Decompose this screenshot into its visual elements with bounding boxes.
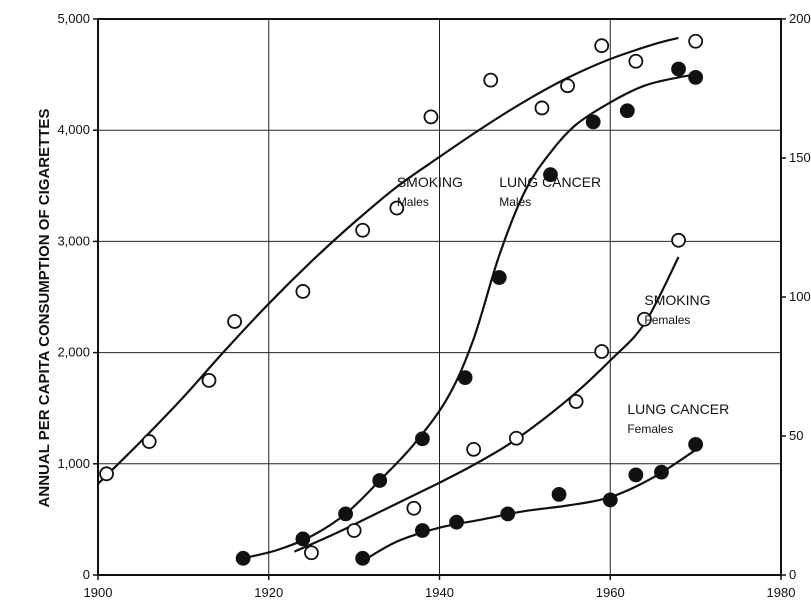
y-tick-label: 0 <box>83 567 90 582</box>
series-label: LUNG CANCER <box>499 174 601 190</box>
y-tick-label: 2,000 <box>57 345 90 360</box>
y2-tick-label: 50 <box>789 428 803 443</box>
series-0-point <box>628 53 644 69</box>
x-tick-label: 1920 <box>254 585 283 600</box>
series-label: SMOKING <box>397 174 463 190</box>
series-0-point <box>201 372 217 388</box>
series-sublabel: Females <box>627 422 673 436</box>
series-1-trend-line <box>242 73 696 560</box>
series-0-point <box>389 200 405 216</box>
series-0-point <box>483 72 499 88</box>
series-0-point <box>355 222 371 238</box>
series-2-point <box>568 394 584 409</box>
series-0-point <box>99 466 114 482</box>
series-1-point <box>671 61 686 77</box>
series-2-point <box>406 500 422 516</box>
y2-tick-label: 150 <box>789 150 811 165</box>
series-2-point <box>346 523 362 538</box>
series-label: SMOKING <box>644 292 710 308</box>
y-tick-label: 1,000 <box>57 456 90 471</box>
series-3-point <box>628 467 644 483</box>
series-3-trend-line <box>362 448 697 563</box>
series-0-point <box>594 38 610 54</box>
series-3-point <box>688 436 704 452</box>
series-1-point <box>688 69 704 85</box>
series-3-point <box>551 486 567 502</box>
series-0-point <box>227 314 243 329</box>
series-2-point <box>304 545 319 561</box>
series-1-point <box>585 114 601 130</box>
series-0-trend-line <box>97 36 679 485</box>
x-tick-label: 1980 <box>767 585 796 600</box>
series-3-point <box>355 550 371 566</box>
y2-tick-label: 200 <box>789 11 811 26</box>
series-sublabel: Females <box>644 313 690 327</box>
series-1-point <box>372 473 388 488</box>
series-2-point <box>637 311 652 327</box>
series-label: LUNG CANCER <box>627 401 729 417</box>
series-1-point <box>235 550 251 566</box>
x-tick-label: 1900 <box>84 585 113 600</box>
series-2-trend-line <box>293 256 680 553</box>
series-1-point <box>457 370 473 386</box>
y2-tick-label: 0 <box>789 567 796 582</box>
series-3-point <box>449 514 464 530</box>
y-tick-label: 4,000 <box>57 122 90 137</box>
series-0-point <box>560 78 575 94</box>
series-0-point <box>295 284 311 299</box>
series-3-point <box>500 506 516 522</box>
series-3-point <box>654 464 669 480</box>
series-2-point <box>671 232 686 248</box>
series-0-point <box>688 33 704 49</box>
x-tick-label: 1940 <box>425 585 454 600</box>
series-1-point <box>295 531 311 547</box>
series-0-point <box>141 434 157 449</box>
series-1-point <box>619 103 635 119</box>
series-1-point <box>415 431 430 447</box>
series-2-point <box>466 441 482 457</box>
x-tick-label: 1960 <box>596 585 625 600</box>
series-1-point <box>491 270 507 285</box>
series-1-point <box>338 506 353 522</box>
series-sublabel: Males <box>499 195 531 209</box>
series-1-point <box>543 167 558 183</box>
series-sublabel: Males <box>397 195 429 209</box>
y-axis-label: ANNUAL PER CAPITA CONSUMPTION OF CIGARET… <box>36 109 53 508</box>
y2-tick-label: 100 <box>789 289 811 304</box>
series-2-point <box>508 430 524 446</box>
y-tick-label: 3,000 <box>57 233 90 248</box>
series-0-point <box>423 109 439 125</box>
series-3-point <box>415 523 430 538</box>
series-0-point <box>534 100 550 116</box>
series-2-point <box>594 344 610 359</box>
y-tick-label: 5,000 <box>57 11 90 26</box>
series-3-point <box>602 492 618 508</box>
